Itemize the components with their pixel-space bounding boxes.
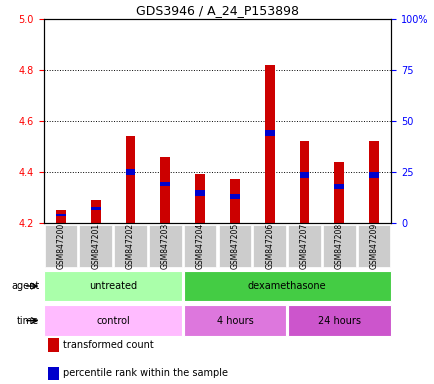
Text: GSM847201: GSM847201 xyxy=(91,223,100,269)
Bar xyxy=(56,210,66,223)
Text: GSM847209: GSM847209 xyxy=(369,223,378,269)
Bar xyxy=(264,65,274,223)
Text: dexamethasone: dexamethasone xyxy=(247,281,326,291)
Text: time: time xyxy=(17,316,39,326)
Bar xyxy=(195,190,204,196)
Bar xyxy=(334,184,343,189)
Bar xyxy=(160,157,170,223)
Bar xyxy=(160,182,170,186)
Bar xyxy=(264,130,274,136)
Text: GSM847208: GSM847208 xyxy=(334,223,343,269)
Title: GDS3946 / A_24_P153898: GDS3946 / A_24_P153898 xyxy=(136,3,298,17)
Text: untreated: untreated xyxy=(89,281,137,291)
Text: control: control xyxy=(96,316,130,326)
Bar xyxy=(195,174,204,223)
Text: agent: agent xyxy=(11,281,39,291)
Bar xyxy=(299,141,309,223)
Bar xyxy=(368,172,378,178)
Text: GSM847202: GSM847202 xyxy=(126,223,135,269)
Bar xyxy=(299,172,309,178)
Text: 4 hours: 4 hours xyxy=(216,316,253,326)
Bar xyxy=(125,169,135,175)
Text: GSM847203: GSM847203 xyxy=(161,223,169,269)
Text: GSM847200: GSM847200 xyxy=(56,223,65,269)
Text: GSM847207: GSM847207 xyxy=(299,223,308,269)
Bar xyxy=(368,141,378,223)
Bar xyxy=(91,207,100,210)
Bar xyxy=(91,200,100,223)
Bar xyxy=(230,194,239,199)
Text: GSM847205: GSM847205 xyxy=(230,223,239,269)
Bar xyxy=(56,214,66,216)
Text: percentile rank within the sample: percentile rank within the sample xyxy=(63,368,227,379)
Bar xyxy=(230,179,239,223)
Text: transformed count: transformed count xyxy=(63,339,154,350)
Bar xyxy=(125,136,135,223)
Bar xyxy=(334,162,343,223)
Text: GSM847204: GSM847204 xyxy=(195,223,204,269)
Text: GSM847206: GSM847206 xyxy=(265,223,273,269)
Text: 24 hours: 24 hours xyxy=(317,316,360,326)
